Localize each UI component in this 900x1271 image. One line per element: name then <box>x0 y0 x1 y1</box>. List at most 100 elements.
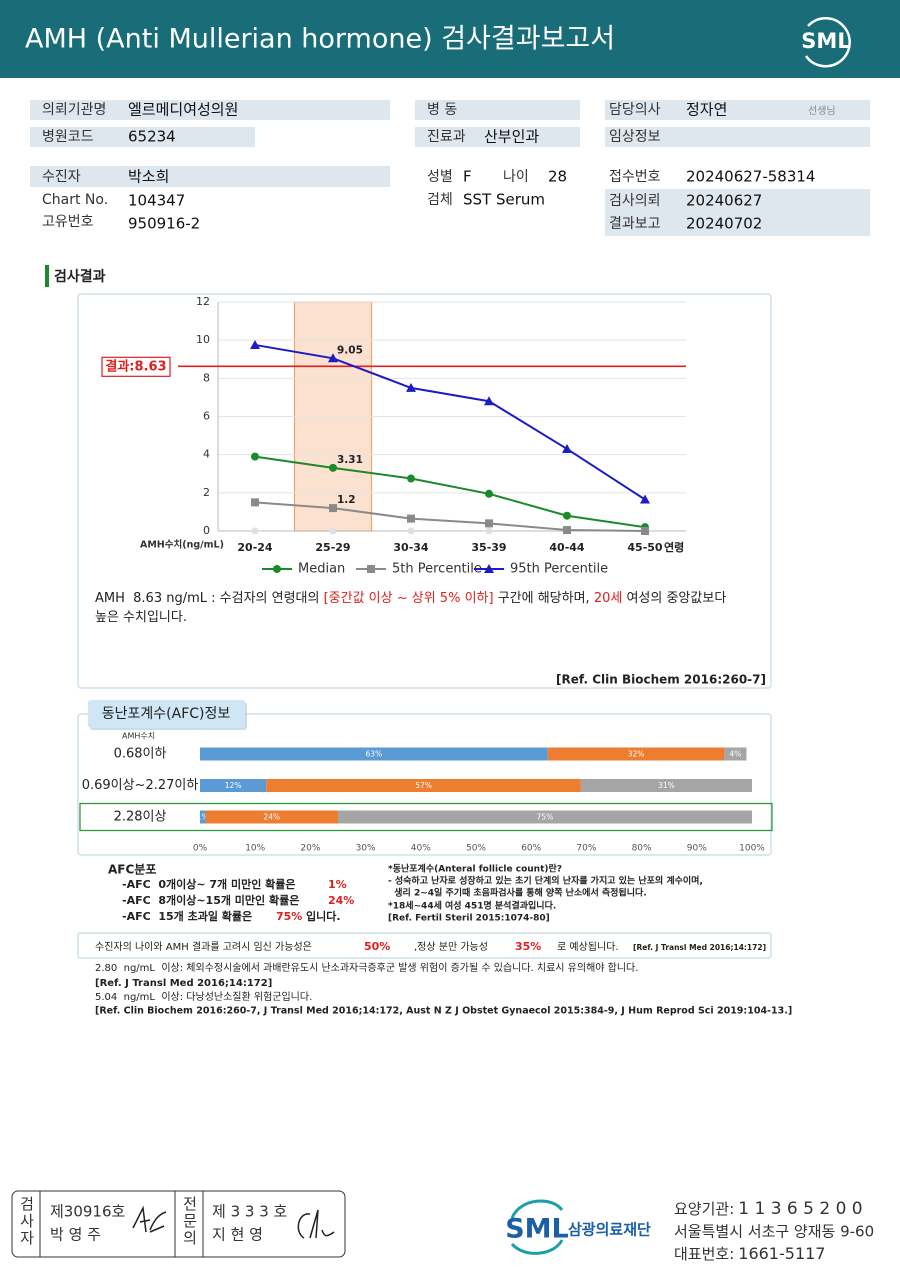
x-tick-label: 35-39 <box>471 541 506 554</box>
info-value: 20240702 <box>686 215 762 233</box>
marker <box>407 514 415 523</box>
y-tick-label: 6 <box>203 410 210 423</box>
info-value: 950916-2 <box>128 215 200 233</box>
value-label: 9.05 <box>337 344 363 356</box>
definition-title: *동난포계수(Anteral follicle count)란? <box>388 863 562 875</box>
phone: 대표번호: 1661-5117 <box>674 1244 825 1263</box>
specialist-number: 제 3 3 3 호 <box>212 1203 288 1221</box>
series-line <box>254 455 646 529</box>
text: 여성의 중앙값보다 <box>622 591 726 606</box>
note: 2.80 ng/mL 이상: 체외수정시술에서 과배란유도시 난소과자극증후군 … <box>95 961 638 974</box>
text: 높은 수치입니다. <box>95 610 187 625</box>
tester-title: 검사자 <box>18 1196 36 1247</box>
info-box <box>30 166 390 187</box>
info-value: 엘르메디여성의원 <box>128 101 238 119</box>
x-tick-label: 20-24 <box>237 541 273 554</box>
marker <box>407 474 415 483</box>
marker <box>367 565 375 573</box>
marker <box>563 511 571 520</box>
line-chart: 0 2 4 6 8 10 12 20-24 25-29 30-34 35-39 40-44 45-50 연… <box>101 295 686 577</box>
organization: 삼광의료재단 <box>568 1221 651 1239</box>
marker <box>563 526 571 535</box>
note: 5.04 ng/mL 이상: 다낭성난소질환 위험군입니다. <box>95 990 312 1003</box>
marker <box>251 498 259 507</box>
value-label: 31% <box>658 781 675 790</box>
highlight-text: 20세 <box>594 591 623 606</box>
value: 1 1 3 6 5 2 0 0 <box>738 1199 862 1219</box>
info-label: Chart No. <box>42 192 108 208</box>
value-label: 12% <box>225 781 242 790</box>
axis-dot <box>329 527 337 535</box>
info-box <box>415 100 580 120</box>
signature <box>132 1205 167 1233</box>
marker <box>251 452 259 461</box>
definition-line: *18세~44세 여성 451명 분석결과입니다. <box>388 900 556 912</box>
info-label: 수진자 <box>42 169 81 185</box>
info-value: 박소희 <box>128 168 169 186</box>
axis-dot <box>251 527 259 535</box>
legend-label: 95th Percentile <box>510 562 608 577</box>
marker <box>329 504 337 513</box>
info-label: 검사의뢰 <box>609 193 661 209</box>
result-label-box <box>101 356 171 377</box>
info-value: 정자연 <box>686 101 727 119</box>
specialist-name: 지 현 영 <box>212 1226 263 1244</box>
y-tick-label: 10 <box>196 333 210 346</box>
info-label: 고유번호 <box>42 214 94 230</box>
doctor-suffix: 선생님 <box>808 105 836 117</box>
highlight-text: [중간값 이상 ~ 상위 5% 이하] <box>324 591 494 606</box>
y-axis-label: AMH수치(ng/mL) <box>140 539 224 551</box>
logo-arc <box>510 1239 564 1255</box>
y-tick-label: 0 <box>203 524 210 537</box>
marker <box>250 339 260 349</box>
x-tick-label: 45-50 <box>627 541 663 554</box>
info-box <box>605 189 870 236</box>
x-tick-label: 100% <box>739 844 765 854</box>
info-value: 65234 <box>128 128 176 146</box>
x-tick-label: 0% <box>193 844 208 854</box>
series-line <box>254 343 646 501</box>
stamp-box <box>11 1190 346 1258</box>
afc-item: -AFC 0개이상~ 7개 미만인 확률은 1% <box>122 877 347 891</box>
x-tick-label: 70% <box>576 844 596 854</box>
report-title: AMH (Anti Mullerian hormone) 검사결과보고서 <box>25 24 615 55</box>
marker <box>484 396 494 406</box>
axis-dot <box>407 527 415 535</box>
bar-segment <box>338 810 752 824</box>
logo-ring <box>804 17 851 68</box>
legend-label: Median <box>298 562 345 577</box>
info-label: 병원코드 <box>42 129 94 145</box>
afc-title: AFC분포 <box>108 863 156 877</box>
axis-dot <box>485 527 493 535</box>
afc-chart: 동난포계수(AFC)정보 AMH수치 0.68이하 63% 32% 4% 0.69이상~2.… <box>79 706 773 854</box>
note-ref: [Ref. Clin Biochem 2016:260-7, J Transl … <box>95 1006 792 1017</box>
delivery-rate: 35% <box>515 940 541 953</box>
marker <box>328 353 338 363</box>
marker <box>640 494 650 504</box>
info-label: 의뢰기관명 <box>42 102 106 118</box>
info-value: 20240627 <box>686 192 762 210</box>
logo-arc <box>510 1199 564 1219</box>
address: 서울특별시 서초구 양재동 9-60 <box>674 1223 874 1241</box>
x-axis-label: 연령 <box>664 540 684 554</box>
definition-line: - 성숙하고 난자로 성장하고 있는 초기 단계의 난자를 가지고 있는 난포의… <box>388 875 703 887</box>
chart-panel <box>77 293 772 689</box>
afc-title: 동난포계수(AFC)정보 <box>102 706 231 722</box>
legend-label: 5th Percentile <box>392 562 482 577</box>
info-box <box>30 100 390 120</box>
x-tick-label: 10% <box>245 844 265 854</box>
x-tick-label: 80% <box>632 844 652 854</box>
header-bar <box>0 0 900 78</box>
interpretation-line: 높은 수치입니다. <box>95 610 187 625</box>
bar-segment <box>205 810 338 824</box>
afc-tab <box>88 700 245 728</box>
note-ref: [Ref. J Transl Med 2016;14:172] <box>95 978 272 989</box>
y-tick-label: 8 <box>203 371 210 384</box>
x-tick-label: 30% <box>356 844 376 854</box>
info-box <box>30 127 255 147</box>
info-value: SST Serum <box>463 191 545 209</box>
interpretation-line: AMH 8.63 ng/mL : 수검자의 연령대의 [중간값 이상 ~ 상위 … <box>95 591 726 606</box>
info-label: 결과보고 <box>609 216 661 232</box>
info-value: 20240627-58314 <box>686 168 815 186</box>
